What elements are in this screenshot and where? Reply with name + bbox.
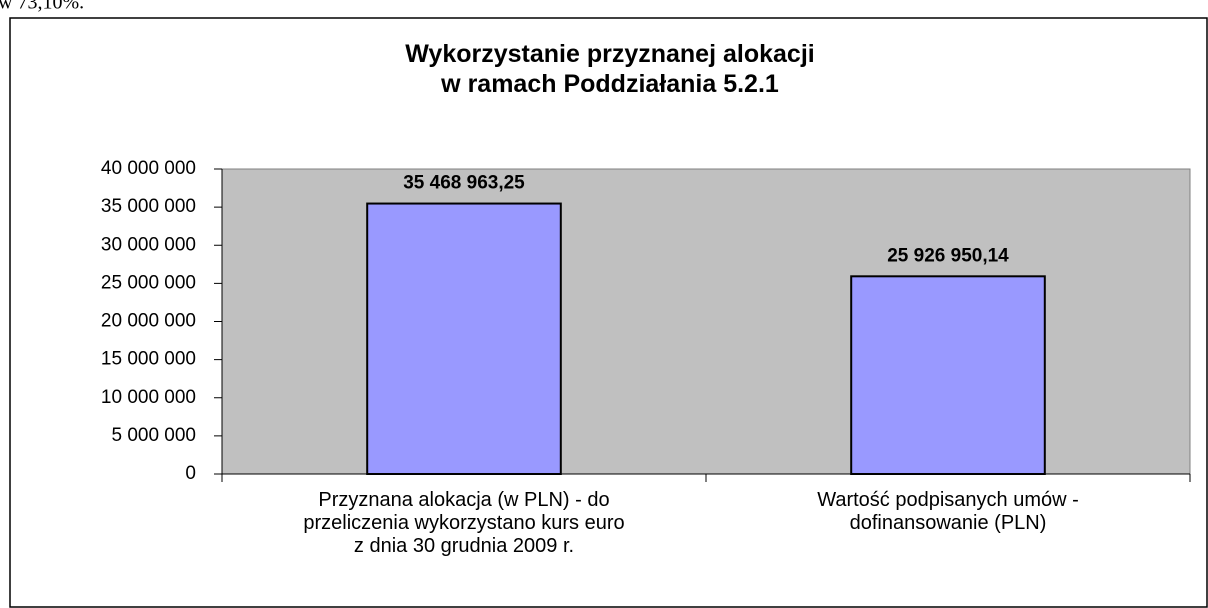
chart-title: Wykorzystanie przyznanej alokacji w ramac… <box>405 40 814 98</box>
y-tick-label: 5 000 000 <box>111 425 196 446</box>
value-label: 35 468 963,25 <box>403 173 525 194</box>
bar <box>850 275 1046 475</box>
bar <box>366 202 562 475</box>
y-tick-label: 10 000 000 <box>101 387 196 408</box>
y-tick-label: 25 000 000 <box>101 272 196 293</box>
y-tick-label: 30 000 000 <box>101 234 196 255</box>
y-tick-label: 20 000 000 <box>101 311 196 332</box>
caption-fragment: w 73,10%. <box>0 0 84 14</box>
y-tick-label: 35 000 000 <box>101 196 196 217</box>
y-tick-label: 0 <box>185 463 196 484</box>
x-tick-label: Przyznana alokacja (w PLN) - do przelicze… <box>303 489 624 557</box>
y-tick-label: 15 000 000 <box>101 349 196 370</box>
value-label: 25 926 950,14 <box>887 245 1009 266</box>
x-tick-label: Wartość podpisanych umów -dofinansowanie… <box>817 489 1079 534</box>
y-tick-label: 40 000 000 <box>101 158 196 179</box>
